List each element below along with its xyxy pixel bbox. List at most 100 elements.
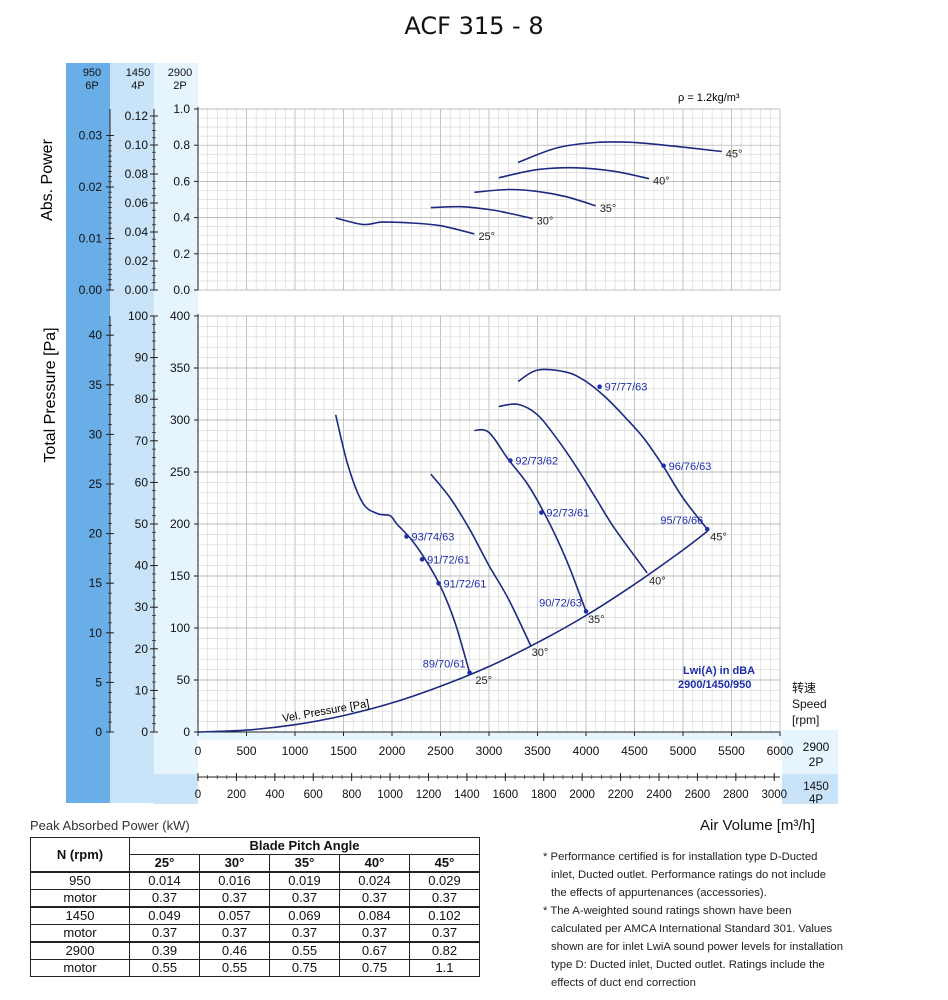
row-label: motor: [30, 924, 130, 943]
table-row: motor 0.37 0.37 0.37 0.37 0.37: [30, 924, 480, 943]
sound-point: [436, 580, 441, 586]
peak-power-title: Peak Absorbed Power (kW): [30, 818, 190, 833]
x-tick-2900: 4500: [621, 744, 648, 758]
n-rpm-header: N (rpm): [30, 837, 130, 873]
x-tick-1450: 2200: [608, 789, 634, 801]
sound-point: [583, 609, 589, 614]
table-cell: 0.37: [129, 924, 200, 943]
x-tick-2900: 4000: [573, 744, 600, 758]
power-tick-1450: 0.08: [125, 167, 149, 181]
table-cell: 0.37: [199, 924, 270, 943]
pressure-curves: 25° 30° 35° 40° 45°: [197, 368, 727, 733]
x-tick-1450: 1000: [377, 789, 403, 801]
table-cell: 1.1: [409, 959, 480, 977]
pressure-tick-2900: 100: [170, 621, 190, 635]
sound-points: 93/74/63 91/72/61 91/72/61 89/70/61 92/73/62…: [404, 382, 712, 676]
power-tick-1450: 0.00: [125, 283, 149, 297]
table-cell: 0.084: [339, 906, 410, 925]
x-tick-1450: 2800: [723, 789, 749, 801]
pressure-curve-Vel. Pressure [Pa]: [197, 530, 708, 733]
table-cell: 0.057: [199, 906, 270, 925]
pressure-tick-950: 20: [89, 527, 103, 541]
x-tick-1450: 600: [304, 789, 323, 801]
xrow-2900-poles: 2P: [809, 755, 824, 769]
table-cell: 0.46: [199, 941, 270, 960]
x-tick-1450: 1600: [493, 789, 519, 801]
notes: * Performance certified is for installat…: [543, 848, 843, 992]
pressure-tick-950: 15: [89, 576, 103, 590]
band-2900: [154, 63, 198, 773]
pressure-curve-label: 35°: [588, 614, 605, 626]
table-cell: 0.016: [199, 871, 270, 890]
sound-point-label: 96/76/63: [669, 461, 712, 473]
sound-point-label: 92/73/62: [515, 456, 558, 468]
pressure-curve-40°: [498, 403, 648, 574]
sound-point: [661, 463, 666, 469]
table-cell: 0.37: [129, 889, 200, 908]
band-950-poles: 6P: [85, 80, 98, 92]
power-tick-1450: 0.02: [125, 254, 149, 268]
pressure-curve-label: 25°: [475, 675, 492, 687]
speed-label-unit: [rpm]: [792, 713, 820, 727]
table-cell: 0.014: [129, 871, 200, 890]
power-tick-2900: 0.2: [173, 247, 190, 261]
pressure-tick-1450: 10: [135, 683, 149, 697]
x-tick-1450: 200: [227, 789, 246, 801]
table-cell: 0.37: [269, 889, 340, 908]
angle-header: 30°: [199, 854, 270, 873]
power-curve-label: 35°: [600, 203, 617, 215]
table-cell: 0.39: [129, 941, 200, 960]
pressure-tick-2900: 300: [170, 413, 190, 427]
pressure-tick-1450: 30: [135, 600, 149, 614]
power-tick-2900: 0.0: [173, 283, 190, 297]
axes: 0.0 0.2 0.4 0.6 0.8 1.0 0.00 0.02 0.04 0.06 0.08 0.…: [79, 102, 794, 801]
band-1450: [110, 63, 154, 803]
pressure-tick-950: 5: [95, 675, 102, 689]
sound-point-label: 97/77/63: [605, 382, 648, 394]
x-tick-2900: 5500: [718, 744, 745, 758]
power-curve-40°: [498, 166, 650, 180]
power-curve-label: 30°: [537, 216, 554, 228]
table-cell: 0.019: [269, 871, 340, 890]
pressure-tick-1450: 0: [141, 725, 148, 739]
sound-point-label: 89/70/61: [423, 659, 466, 671]
pressure-tick-1450: 50: [135, 517, 149, 531]
table-cell: 0.37: [339, 924, 410, 943]
power-tick-950: 0.00: [79, 283, 103, 297]
table-cell: 0.029: [409, 871, 480, 890]
x-tick-1450: 0: [195, 789, 201, 801]
table-cell: 0.024: [339, 871, 410, 890]
pressure-tick-1450: 40: [135, 559, 149, 573]
x-tick-2900: 1500: [330, 744, 357, 758]
y-label-pressure: Total Pressure [Pa]: [42, 327, 59, 462]
pressure-tick-1450: 100: [128, 309, 148, 323]
band-2900-rpm: 2900: [168, 67, 192, 79]
pressure-tick-950: 35: [89, 378, 103, 392]
table-cell: 0.75: [339, 959, 410, 977]
power-curve-30°: [430, 205, 533, 220]
x-tick-2900: 6000: [767, 744, 794, 758]
power-grid: [197, 108, 781, 291]
power-curve-label: 40°: [653, 176, 670, 188]
density-label: ρ = 1.2kg/m³: [678, 92, 740, 104]
x-tick-1450: 800: [342, 789, 361, 801]
power-tick-1450: 0.06: [125, 196, 149, 210]
pressure-tick-1450: 90: [135, 351, 149, 365]
sound-point: [508, 458, 513, 463]
note-1: * Performance certified is for installat…: [543, 851, 827, 899]
pressure-tick-1450: 60: [135, 475, 149, 489]
sound-point-label: 92/73/61: [546, 508, 589, 520]
table-row: motor 0.37 0.37 0.37 0.37 0.37: [30, 889, 480, 908]
xrow-1450-poles: 4P: [809, 794, 823, 806]
pressure-curve-label: 30°: [532, 647, 549, 659]
power-tick-1450: 0.04: [125, 225, 149, 239]
sound-point: [539, 510, 544, 515]
peak-power-table: N (rpm) Blade Pitch Angle 25° 30° 35° 40° 45…: [30, 837, 480, 977]
sound-point-label: 91/72/61: [427, 554, 470, 566]
power-tick-2900: 0.8: [173, 138, 190, 152]
pressure-tick-2900: 400: [170, 309, 190, 323]
band-1450-rpm: 1450: [126, 67, 150, 79]
sound-point-label: 95/76/66: [660, 515, 703, 527]
lwi-label-1: Lwi(A) in dBA: [683, 665, 755, 677]
x-tick-1450: 400: [265, 789, 284, 801]
